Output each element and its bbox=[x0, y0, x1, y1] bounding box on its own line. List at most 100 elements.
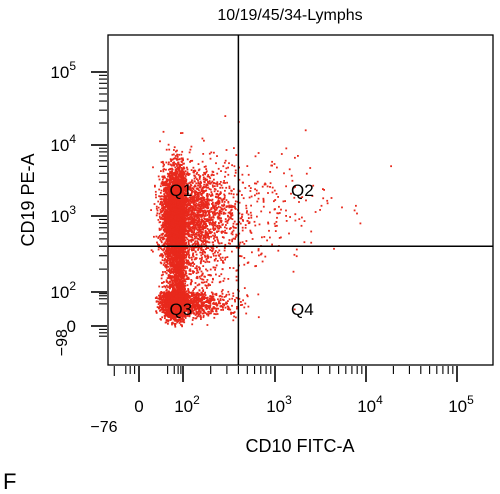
data-point bbox=[227, 214, 229, 217]
data-point bbox=[185, 186, 187, 189]
data-point bbox=[174, 181, 177, 183]
data-point bbox=[167, 214, 169, 217]
data-point bbox=[187, 242, 190, 245]
data-point bbox=[238, 221, 241, 223]
data-point bbox=[238, 255, 241, 257]
data-point bbox=[187, 243, 190, 246]
data-point bbox=[231, 218, 234, 220]
data-point bbox=[238, 232, 241, 235]
data-point bbox=[175, 186, 178, 189]
data-point bbox=[188, 223, 190, 226]
data-point bbox=[207, 181, 209, 183]
data-point bbox=[177, 193, 180, 195]
data-point bbox=[181, 172, 184, 174]
data-point bbox=[194, 242, 196, 244]
data-point bbox=[196, 267, 198, 270]
data-point bbox=[174, 162, 177, 165]
data-point bbox=[225, 227, 228, 230]
data-point bbox=[180, 190, 182, 193]
data-point bbox=[160, 170, 162, 172]
data-point bbox=[188, 234, 191, 237]
data-point bbox=[228, 218, 230, 221]
data-point bbox=[205, 241, 207, 244]
data-point bbox=[205, 218, 208, 221]
data-point bbox=[198, 186, 201, 189]
data-point bbox=[242, 197, 245, 200]
data-point bbox=[180, 167, 183, 169]
data-point bbox=[168, 253, 170, 256]
data-point bbox=[159, 195, 162, 198]
data-point bbox=[185, 218, 188, 221]
data-point bbox=[199, 251, 202, 254]
data-point bbox=[226, 181, 228, 184]
data-point bbox=[223, 201, 226, 203]
data-point bbox=[210, 207, 213, 209]
data-point bbox=[166, 191, 169, 194]
data-point bbox=[162, 228, 165, 231]
data-point bbox=[189, 221, 192, 223]
data-point bbox=[220, 170, 222, 172]
data-point bbox=[183, 219, 186, 221]
data-point bbox=[204, 179, 207, 182]
data-point bbox=[193, 201, 195, 204]
data-point bbox=[177, 161, 179, 164]
data-point bbox=[198, 189, 200, 192]
data-point bbox=[202, 235, 205, 238]
data-point bbox=[215, 162, 217, 165]
data-point bbox=[182, 248, 185, 251]
data-point bbox=[174, 240, 177, 242]
data-point bbox=[160, 218, 162, 220]
data-point bbox=[152, 166, 154, 169]
data-point bbox=[210, 151, 213, 154]
data-point bbox=[159, 211, 162, 213]
data-point bbox=[180, 191, 183, 194]
data-point bbox=[188, 239, 190, 242]
data-point bbox=[224, 209, 227, 211]
data-point bbox=[164, 183, 166, 186]
data-point bbox=[189, 188, 192, 191]
data-point bbox=[207, 233, 209, 236]
data-point bbox=[178, 174, 180, 176]
data-point bbox=[173, 221, 176, 223]
data-point bbox=[206, 232, 208, 235]
data-point bbox=[175, 181, 178, 184]
data-point bbox=[179, 253, 182, 255]
data-point bbox=[199, 201, 202, 203]
data-point bbox=[209, 232, 212, 235]
data-point bbox=[229, 242, 231, 245]
data-point bbox=[206, 198, 209, 201]
data-point bbox=[188, 225, 191, 228]
data-point bbox=[200, 197, 203, 199]
data-point bbox=[172, 176, 174, 179]
data-point bbox=[212, 174, 215, 176]
data-point bbox=[227, 201, 230, 204]
data-point bbox=[209, 157, 212, 160]
data-point bbox=[212, 234, 214, 237]
data-point bbox=[201, 137, 204, 140]
data-point bbox=[203, 181, 206, 183]
data-point bbox=[161, 216, 163, 219]
data-point bbox=[182, 159, 184, 162]
data-point bbox=[200, 202, 203, 204]
data-point bbox=[210, 235, 212, 238]
data-point bbox=[230, 204, 232, 207]
data-point bbox=[176, 156, 179, 158]
data-point bbox=[175, 285, 177, 288]
data-point bbox=[161, 203, 163, 206]
data-point bbox=[161, 210, 164, 213]
data-point bbox=[190, 211, 193, 214]
data-point bbox=[218, 217, 221, 220]
data-point bbox=[172, 184, 175, 187]
data-point bbox=[166, 261, 169, 264]
data-point bbox=[227, 215, 230, 218]
data-point bbox=[208, 214, 211, 217]
data-point bbox=[192, 170, 195, 172]
data-point bbox=[171, 197, 174, 199]
data-point bbox=[202, 196, 204, 199]
data-point bbox=[208, 221, 211, 224]
data-point bbox=[173, 146, 176, 149]
data-point bbox=[162, 160, 164, 163]
data-point bbox=[197, 174, 200, 176]
data-point bbox=[203, 239, 205, 241]
data-point bbox=[249, 229, 252, 232]
